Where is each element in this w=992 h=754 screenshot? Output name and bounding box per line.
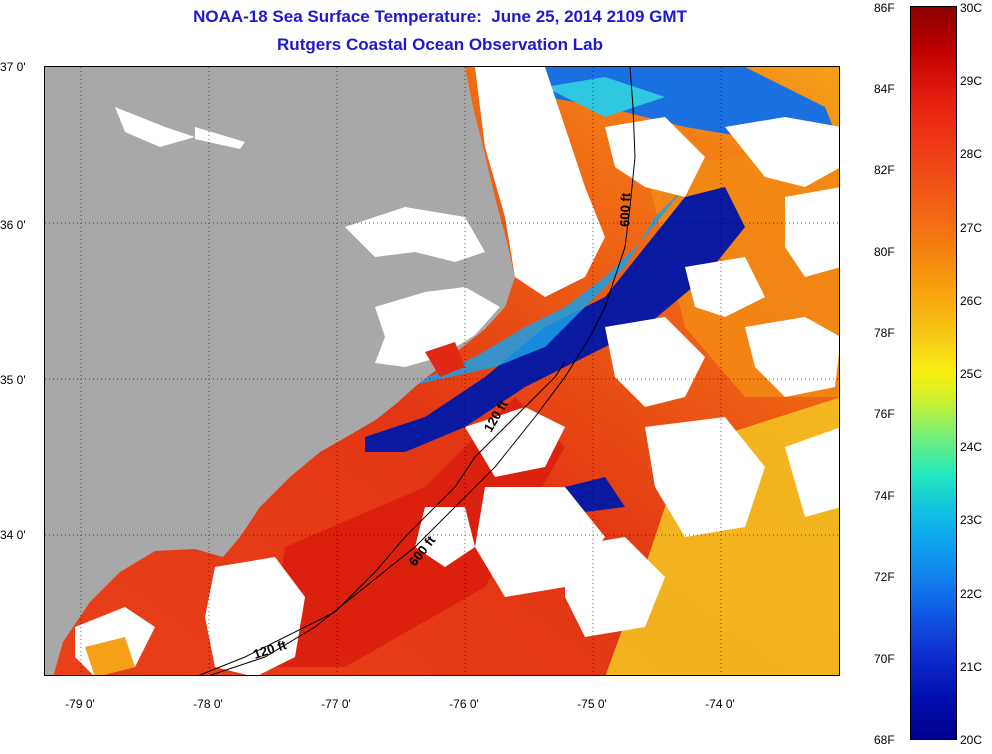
warm-yellow-region (605, 397, 839, 675)
colorbar-f-84: 84F (874, 82, 895, 96)
isobath-lines (198, 67, 636, 675)
lat-label-35: 35 0' (0, 373, 26, 387)
graticule (45, 67, 839, 675)
cold-offshore-patch (565, 477, 625, 512)
cyan-north-patch (545, 77, 665, 117)
cool-front (405, 187, 685, 387)
colorbar-c-23: 23C (960, 513, 983, 527)
isobath-120ft (198, 361, 566, 675)
colorbar-c-27: 27C (960, 221, 983, 235)
colorbar-c-25: 25C (960, 367, 983, 381)
lat-label-37: 37 0' (0, 60, 26, 74)
colorbar-f-68: 68F (874, 733, 895, 747)
colorbar-f-74: 74F (874, 489, 895, 503)
colorbar-c-24: 24C (960, 440, 983, 454)
isobath-600ft (209, 67, 636, 675)
colorbar-c-21: 21C (960, 660, 983, 674)
map-subtitle: Rutgers Coastal Ocean Observation Lab (277, 35, 603, 54)
colorbar-f-86: 86F (874, 1, 895, 15)
isobath-label-600ft-north: 600 ft (617, 192, 633, 227)
colorbar-f-72: 72F (874, 570, 895, 584)
lon-label-76: -76 0' (449, 697, 479, 711)
lon-label-78: -78 0' (193, 697, 223, 711)
lon-label-75: -75 0' (577, 697, 607, 711)
river-inlet-2 (195, 127, 245, 149)
pamlico-sound (375, 287, 500, 367)
colorbar-c-26: 26C (960, 294, 983, 308)
colorbar-c-29: 29C (960, 74, 983, 88)
coastal-warm-patch (425, 342, 465, 377)
albemarle-sound (345, 207, 485, 262)
sst-map[interactable]: 600 ft 120 ft 600 ft 120 ft (44, 66, 840, 676)
coastal-orange-patch (85, 637, 135, 675)
cold-shelf-water (365, 187, 745, 452)
sst-map-canvas: 600 ft 120 ft 600 ft 120 ft (45, 67, 839, 675)
map-title: NOAA-18 Sea Surface Temperature: June 25… (193, 7, 687, 26)
temperature-colorbar (910, 6, 957, 740)
lat-label-34: 34 0' (0, 528, 26, 542)
colorbar-f-82: 82F (874, 163, 895, 177)
north-river-inlet (115, 107, 195, 147)
colorbar-f-78: 78F (874, 326, 895, 340)
colorbar-f-76: 76F (874, 407, 895, 421)
lon-label-79: -79 0' (65, 697, 95, 711)
colorbar-c-22: 22C (960, 587, 983, 601)
lon-label-74: -74 0' (705, 697, 735, 711)
cloud-cover (75, 67, 839, 675)
colorbar-c-20: 20C (960, 733, 983, 747)
lat-label-36: 36 0' (0, 218, 26, 232)
colorbar-c-28: 28C (960, 147, 983, 161)
lon-label-77: -77 0' (321, 697, 351, 711)
colorbar-f-80: 80F (874, 245, 895, 259)
colorbar-c-30: 30C (960, 1, 983, 15)
colorbar-f-70: 70F (874, 652, 895, 666)
